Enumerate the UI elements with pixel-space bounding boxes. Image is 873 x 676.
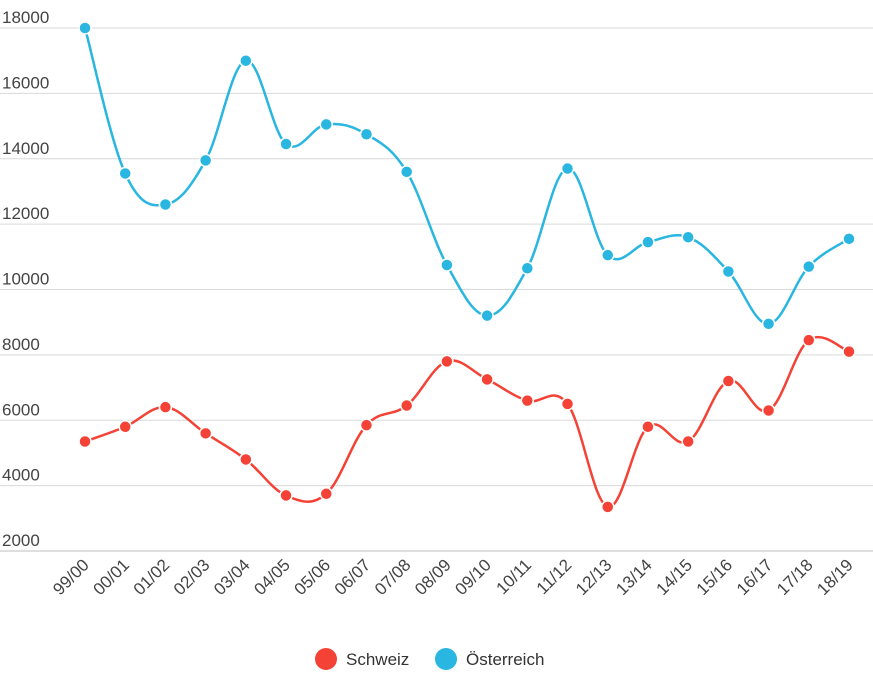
data-point-oesterreich[interactable] — [399, 165, 414, 179]
data-point-schweiz[interactable] — [279, 488, 293, 503]
data-point-oesterreich[interactable] — [359, 127, 374, 141]
x-tick-label: 99/00 — [49, 555, 93, 599]
x-axis-tick-labels: 99/0000/0101/0202/0303/0404/0505/0606/07… — [49, 555, 857, 599]
x-tick-label: 13/14 — [612, 555, 656, 599]
data-point-oesterreich[interactable] — [480, 308, 494, 323]
data-point-oesterreich[interactable] — [600, 248, 615, 262]
data-point-oesterreich[interactable] — [78, 21, 92, 35]
y-tick-label: 4000 — [2, 466, 40, 485]
data-point-oesterreich[interactable] — [802, 259, 816, 274]
data-point-schweiz[interactable] — [842, 344, 856, 359]
series-points — [78, 21, 856, 514]
data-point-schweiz[interactable] — [78, 434, 92, 449]
y-tick-label: 18000 — [2, 8, 49, 27]
data-point-schweiz[interactable] — [198, 426, 213, 441]
data-point-schweiz[interactable] — [480, 372, 494, 387]
x-tick-label: 09/10 — [451, 555, 495, 599]
data-point-oesterreich[interactable] — [721, 264, 736, 279]
x-tick-label: 11/12 — [533, 555, 576, 598]
x-tick-label: 03/04 — [210, 555, 254, 599]
gridlines — [0, 27, 873, 552]
x-tick-label: 07/08 — [371, 555, 415, 599]
data-point-oesterreich[interactable] — [239, 53, 253, 68]
x-tick-label: 16/17 — [733, 555, 777, 599]
data-point-schweiz[interactable] — [520, 393, 535, 408]
y-tick-label: 16000 — [2, 73, 49, 92]
legend-label-schweiz: Schweiz — [346, 650, 409, 669]
data-point-oesterreich[interactable] — [761, 317, 776, 331]
x-tick-label: 10/11 — [493, 555, 536, 598]
y-axis-tick-labels: 18000 16000 14000 12000 10000 8000 6000 4000 200… — [2, 8, 49, 550]
data-point-schweiz[interactable] — [239, 452, 253, 467]
y-tick-label: 14000 — [2, 139, 49, 158]
legend-item-schweiz[interactable]: Schweiz — [315, 648, 409, 670]
data-point-schweiz[interactable] — [802, 333, 816, 347]
data-point-schweiz[interactable] — [761, 403, 776, 418]
data-point-schweiz[interactable] — [359, 418, 374, 432]
x-tick-label: 12/13 — [572, 555, 616, 599]
x-tick-label: 04/05 — [250, 555, 294, 599]
data-point-oesterreich[interactable] — [319, 117, 334, 132]
data-point-oesterreich[interactable] — [440, 258, 454, 272]
data-point-oesterreich[interactable] — [842, 232, 856, 246]
data-point-schweiz[interactable] — [118, 420, 132, 434]
data-point-oesterreich[interactable] — [681, 230, 695, 244]
y-tick-label: 6000 — [2, 400, 40, 419]
series-line-schweiz — [84, 335, 850, 509]
data-point-schweiz[interactable] — [399, 398, 414, 413]
y-tick-label: 2000 — [2, 531, 40, 550]
legend[interactable]: Schweiz Österreich — [315, 648, 544, 670]
x-tick-label: 06/07 — [331, 555, 375, 599]
x-tick-label: 15/16 — [693, 555, 737, 599]
x-tick-label: 14/15 — [652, 555, 696, 599]
data-point-oesterreich[interactable] — [520, 261, 535, 276]
data-point-oesterreich[interactable] — [118, 166, 132, 181]
series-line-oesterreich — [83, 27, 850, 326]
y-tick-label: 8000 — [2, 335, 40, 354]
data-point-oesterreich[interactable] — [158, 197, 173, 212]
x-tick-label: 08/09 — [411, 555, 455, 599]
legend-item-oesterreich[interactable]: Österreich — [435, 648, 544, 670]
x-tick-label: 00/01 — [90, 555, 134, 599]
legend-label-oesterreich: Österreich — [466, 650, 544, 669]
x-tick-label: 17/18 — [773, 555, 817, 599]
data-point-schweiz[interactable] — [721, 374, 736, 388]
data-point-schweiz[interactable] — [560, 397, 575, 411]
x-tick-label: 02/03 — [170, 555, 214, 599]
legend-marker-oesterreich — [435, 648, 457, 670]
x-tick-label: 01/02 — [130, 555, 174, 599]
x-tick-label: 18/19 — [813, 555, 857, 599]
data-point-schweiz[interactable] — [681, 434, 695, 449]
data-point-oesterreich[interactable] — [279, 137, 293, 151]
data-point-oesterreich[interactable] — [560, 161, 575, 176]
data-point-oesterreich[interactable] — [198, 153, 213, 168]
legend-marker-schweiz — [315, 648, 337, 670]
data-point-oesterreich[interactable] — [641, 235, 655, 249]
x-tick-label: 05/06 — [291, 555, 335, 599]
y-tick-label: 12000 — [2, 204, 49, 223]
y-tick-label: 10000 — [2, 270, 49, 289]
data-point-schweiz[interactable] — [158, 400, 173, 414]
data-point-schweiz[interactable] — [641, 420, 655, 434]
data-point-schweiz[interactable] — [319, 487, 334, 501]
data-point-schweiz[interactable] — [600, 500, 615, 514]
data-point-schweiz[interactable] — [440, 354, 454, 369]
